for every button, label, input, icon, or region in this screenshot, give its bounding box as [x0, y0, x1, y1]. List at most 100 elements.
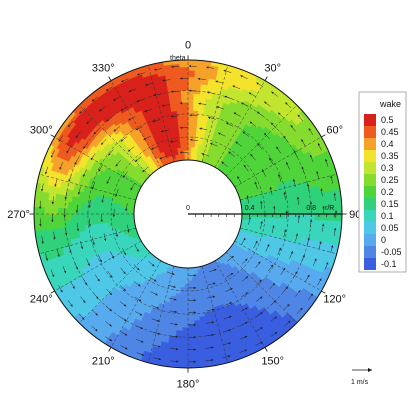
- contour-cell: [326, 175, 333, 185]
- contour-cell: [61, 172, 68, 182]
- contour-cell: [234, 332, 244, 340]
- contour-cell: [187, 284, 193, 289]
- contour-cell: [312, 155, 321, 166]
- contour-cell: [117, 72, 128, 81]
- contour-cell: [315, 154, 324, 165]
- contour-cell: [116, 213, 122, 219]
- contour-cell: [222, 77, 233, 85]
- contour-cell: [232, 165, 239, 172]
- contour-cell: [48, 249, 55, 260]
- contour-cell: [179, 350, 189, 356]
- contour-cell: [187, 99, 195, 105]
- contour-cell: [120, 210, 125, 215]
- contour-cell: [324, 213, 330, 223]
- contour-cell: [187, 330, 195, 336]
- contour-cell: [38, 165, 46, 176]
- contour-cell: [258, 213, 263, 219]
- legend-swatch: [364, 174, 376, 186]
- contour-cell: [331, 205, 336, 215]
- contour-cell: [219, 90, 229, 97]
- legend-label: -0.1: [381, 259, 397, 269]
- contour-cell: [103, 213, 108, 219]
- legend-swatch: [364, 114, 376, 126]
- contour-cell: [141, 350, 152, 357]
- contour-cell: [281, 208, 286, 215]
- contour-cell: [317, 169, 325, 180]
- theta-tick-label: 0: [185, 40, 191, 52]
- contour-cell: [66, 251, 73, 261]
- contour-cell: [317, 248, 325, 259]
- legend-swatch: [364, 246, 376, 258]
- contour-cell: [149, 352, 159, 359]
- reference-arrow-head: [368, 368, 372, 372]
- contour-cell: [50, 161, 58, 172]
- contour-cell: [332, 244, 340, 255]
- contour-cell: [145, 101, 154, 109]
- contour-cell: [106, 213, 112, 219]
- contour-cell: [327, 205, 333, 215]
- contour-cell: [305, 245, 312, 255]
- contour-cell: [145, 83, 155, 91]
- contour-cell: [184, 274, 189, 279]
- legend-title: wake: [379, 99, 401, 109]
- contour-cell: [123, 210, 128, 215]
- contour-cell: [55, 262, 64, 273]
- contour-cell: [227, 161, 234, 168]
- contour-cell: [61, 246, 68, 256]
- contour-cell: [248, 347, 259, 356]
- contour-cell: [147, 358, 158, 366]
- contour-cell: [40, 157, 49, 169]
- contour-cell: [139, 356, 150, 364]
- contour-cell: [248, 213, 253, 218]
- legend-swatch: [364, 222, 376, 234]
- contour-cell: [100, 213, 105, 220]
- contour-cell: [233, 353, 245, 362]
- contour-cell: [330, 165, 338, 176]
- contour-cell: [187, 152, 192, 158]
- theta-tick-label: 180°: [177, 378, 200, 390]
- radius-tick-label: 0.8: [306, 205, 316, 212]
- contour-cell: [293, 171, 301, 180]
- contour-cell: [123, 213, 128, 218]
- contour-cell: [225, 329, 235, 336]
- legend-label: 0.5: [381, 115, 394, 125]
- contour-cell: [80, 213, 85, 221]
- theta-axis-label: theta: [170, 55, 186, 62]
- contour-cell: [72, 249, 80, 258]
- contour-cell: [143, 343, 154, 351]
- contour-cell: [251, 213, 256, 218]
- contour-cell: [146, 334, 156, 341]
- contour-cell: [317, 206, 323, 215]
- contour-cell: [40, 174, 47, 185]
- contour-cell: [134, 73, 145, 81]
- contour-cell: [43, 267, 52, 278]
- contour-cell: [60, 206, 65, 215]
- contour-cell: [179, 363, 189, 368]
- contour-cell: [187, 343, 196, 349]
- contour-cell: [311, 247, 319, 257]
- contour-cell: [225, 353, 236, 361]
- legend-label: 0.35: [381, 151, 399, 161]
- contour-cell: [277, 208, 283, 215]
- contour-cell: [315, 162, 323, 173]
- contour-cell: [224, 71, 235, 78]
- contour-cell: [181, 323, 189, 329]
- contour-cell: [45, 167, 52, 178]
- contour-cell: [187, 149, 192, 154]
- legend-label: 0: [381, 235, 386, 245]
- contour-cell: [146, 87, 156, 94]
- contour-cell: [324, 205, 330, 215]
- legend-swatch: [364, 198, 376, 210]
- contour-cell: [308, 172, 315, 182]
- vector-reference: 1 m/s: [351, 368, 372, 386]
- contour-cell: [291, 207, 296, 215]
- contour-cell: [125, 72, 137, 81]
- legend-swatch: [364, 234, 376, 246]
- contour-cell: [187, 297, 194, 302]
- contour-cell: [135, 76, 146, 84]
- contour-cell: [141, 71, 152, 78]
- contour-cell: [221, 80, 232, 88]
- contour-cell: [226, 64, 237, 72]
- contour-cell: [330, 252, 338, 263]
- contour-cell: [224, 350, 235, 357]
